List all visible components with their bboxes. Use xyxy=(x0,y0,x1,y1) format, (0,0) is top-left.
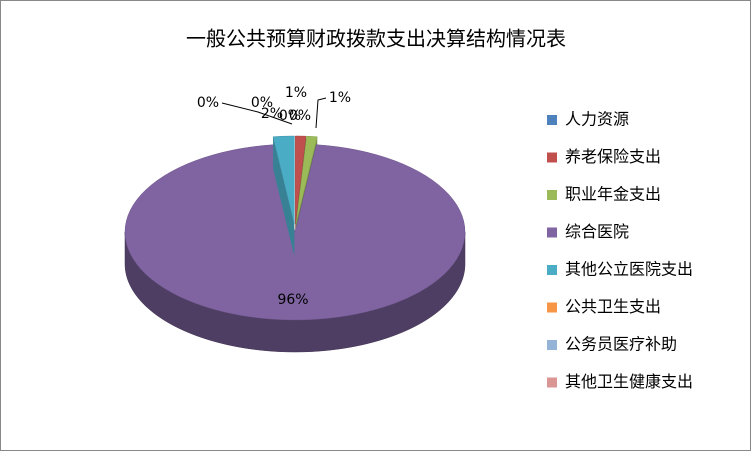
legend-swatch xyxy=(547,115,557,125)
legend-swatch xyxy=(547,377,557,388)
data-label: 2% xyxy=(261,106,283,122)
legend-swatch xyxy=(547,227,557,238)
pie-top xyxy=(295,135,307,225)
data-label: 0% xyxy=(251,95,273,111)
data-label: 0% xyxy=(279,108,301,124)
legend-swatch xyxy=(547,340,557,350)
legend-swatch xyxy=(547,302,557,313)
data-label: 0% xyxy=(289,108,311,124)
leader-line xyxy=(221,102,293,125)
pie-cut xyxy=(273,136,295,257)
pie-slice xyxy=(124,144,466,353)
legend-swatch xyxy=(547,152,557,163)
data-label: 96% xyxy=(277,292,308,308)
pie-top xyxy=(124,144,466,321)
data-label: 1% xyxy=(329,90,351,106)
data-label: 0% xyxy=(197,95,219,111)
legend-label: 其他公立医院支出 xyxy=(565,260,693,279)
legend-label: 公务员医疗补助 xyxy=(565,335,677,354)
pie-top xyxy=(272,135,295,225)
legend-label: 职业年金支出 xyxy=(565,185,661,204)
pie-top xyxy=(295,135,318,225)
leader-line xyxy=(315,97,327,129)
chart-title: 一般公共预算财政拨款支出决算结构情况表 xyxy=(186,27,566,51)
legend-label: 综合医院 xyxy=(565,222,629,241)
legend-label: 人力资源 xyxy=(565,110,629,129)
legend-swatch xyxy=(547,265,557,275)
legend-swatch xyxy=(547,190,557,200)
legend-label: 其他卫生健康支出 xyxy=(565,372,693,391)
legend-label: 养老保险支出 xyxy=(565,147,661,166)
legend-label: 公共卫生支出 xyxy=(565,297,661,316)
data-label: 1% xyxy=(285,85,307,101)
pie-slice xyxy=(272,135,295,257)
